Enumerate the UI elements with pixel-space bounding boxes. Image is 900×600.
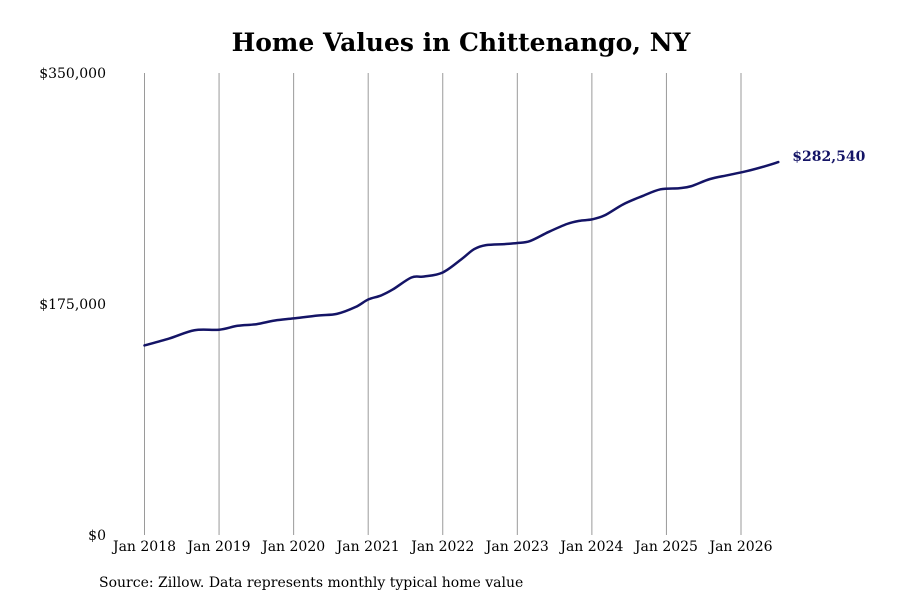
y-tick-label: $175,000	[39, 297, 106, 313]
y-tick-label: $0	[88, 528, 106, 544]
y-axis-tick-labels: $0 $175,000 $350,000	[39, 66, 106, 544]
source-note: Source: Zillow. Data represents monthly …	[99, 575, 523, 591]
x-tick-label: Jan 2020	[260, 539, 325, 555]
x-tick-label: Jan 2023	[484, 539, 549, 555]
y-tick-label: $350,000	[39, 66, 106, 82]
series-line	[143, 160, 780, 347]
x-tick-label: Jan 2021	[335, 539, 400, 555]
x-tick-label: Jan 2018	[111, 539, 176, 555]
gridlines	[144, 73, 742, 535]
x-tick-label: Jan 2024	[558, 539, 623, 555]
x-tick-label: Jan 2025	[633, 539, 698, 555]
x-tick-label: Jan 2019	[186, 539, 251, 555]
series-layer: $282,540	[143, 149, 866, 347]
series-end-value-label: $282,540	[792, 149, 865, 165]
x-tick-label: Jan 2022	[409, 539, 474, 555]
x-tick-label: Jan 2026	[707, 539, 772, 555]
x-axis-tick-labels: Jan 2018 Jan 2019 Jan 2020 Jan 2021 Jan 2022…	[111, 539, 773, 555]
chart-title: Home Values in Chittenango, NY	[232, 28, 692, 57]
